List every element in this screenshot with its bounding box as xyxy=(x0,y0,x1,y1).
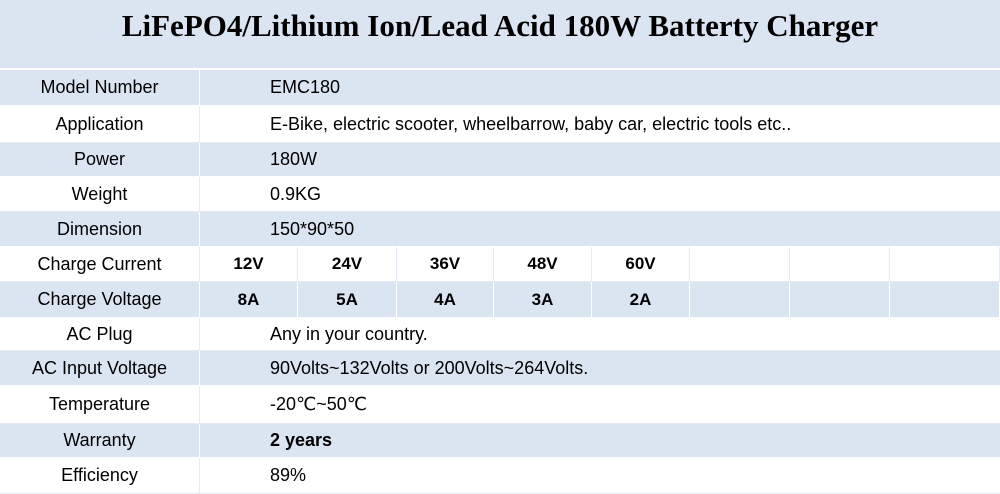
spec-cell xyxy=(790,247,890,281)
spec-value: 90Volts~132Volts or 200Volts~264Volts. xyxy=(270,357,589,378)
spec-row: Charge Voltage 8A 5A 4A 3A 2A xyxy=(0,282,1000,318)
spec-label: Weight xyxy=(0,177,200,211)
spec-cell: 4A xyxy=(397,282,494,317)
spec-row: Warranty 2 years xyxy=(0,424,1000,458)
spec-cell: 48V xyxy=(494,247,592,281)
spec-row: Charge Current 12V 24V 36V 48V 60V xyxy=(0,247,1000,282)
spec-row: Model Number EMC180 xyxy=(0,70,1000,106)
spec-cell: 5A xyxy=(298,282,397,317)
spec-value: E-Bike, electric scooter, wheelbarrow, b… xyxy=(270,113,792,134)
spec-cell xyxy=(790,282,890,317)
spec-row: Power 180W xyxy=(0,143,1000,177)
spec-label: AC Input Voltage xyxy=(0,351,200,385)
spec-cell: 12V xyxy=(200,247,298,281)
spec-label: Model Number xyxy=(0,70,200,105)
spec-label: AC Plug xyxy=(0,318,200,350)
spec-value: 2 years xyxy=(270,430,333,450)
spec-value: 0.9KG xyxy=(270,183,322,204)
spec-value: EMC180 xyxy=(270,77,341,97)
spec-row: AC Input Voltage 90Volts~132Volts or 200V… xyxy=(0,351,1000,386)
spec-cell xyxy=(890,282,1000,317)
spec-cell xyxy=(690,282,790,317)
spec-row: Efficiency 89% xyxy=(0,458,1000,494)
spec-label: Warranty xyxy=(0,424,200,457)
spec-value: -20℃~50℃ xyxy=(270,394,367,414)
spec-label: Charge Current xyxy=(0,247,200,281)
spec-row: Weight 0.9KG xyxy=(0,177,1000,212)
spec-cell: 24V xyxy=(298,247,397,281)
spec-label: Charge Voltage xyxy=(0,282,200,317)
spec-cell xyxy=(690,247,790,281)
spec-cell: 36V xyxy=(397,247,494,281)
spec-label: Temperature xyxy=(0,386,200,423)
spec-cell: 2A xyxy=(592,282,690,317)
spec-row: AC Plug Any in your country. xyxy=(0,318,1000,351)
spec-label: Application xyxy=(0,106,200,142)
spec-cell: 60V xyxy=(592,247,690,281)
spec-cell: 8A xyxy=(200,282,298,317)
spec-label: Efficiency xyxy=(0,458,200,493)
spec-row: Dimension 150*90*50 xyxy=(0,212,1000,247)
spec-row: Application E-Bike, electric scooter, whe… xyxy=(0,106,1000,143)
spec-value: Any in your country. xyxy=(270,323,428,344)
spec-value: 89% xyxy=(270,465,307,485)
spec-row: Temperature -20℃~50℃ xyxy=(0,386,1000,424)
spec-value: 180W xyxy=(270,149,318,169)
spec-value: 150*90*50 xyxy=(270,218,355,239)
spec-label: Power xyxy=(0,143,200,176)
spec-cell xyxy=(890,247,1000,281)
spec-label: Dimension xyxy=(0,212,200,246)
title: LiFePO4/Lithium Ion/Lead Acid 180W Batte… xyxy=(0,0,1000,70)
spec-cell: 3A xyxy=(494,282,592,317)
